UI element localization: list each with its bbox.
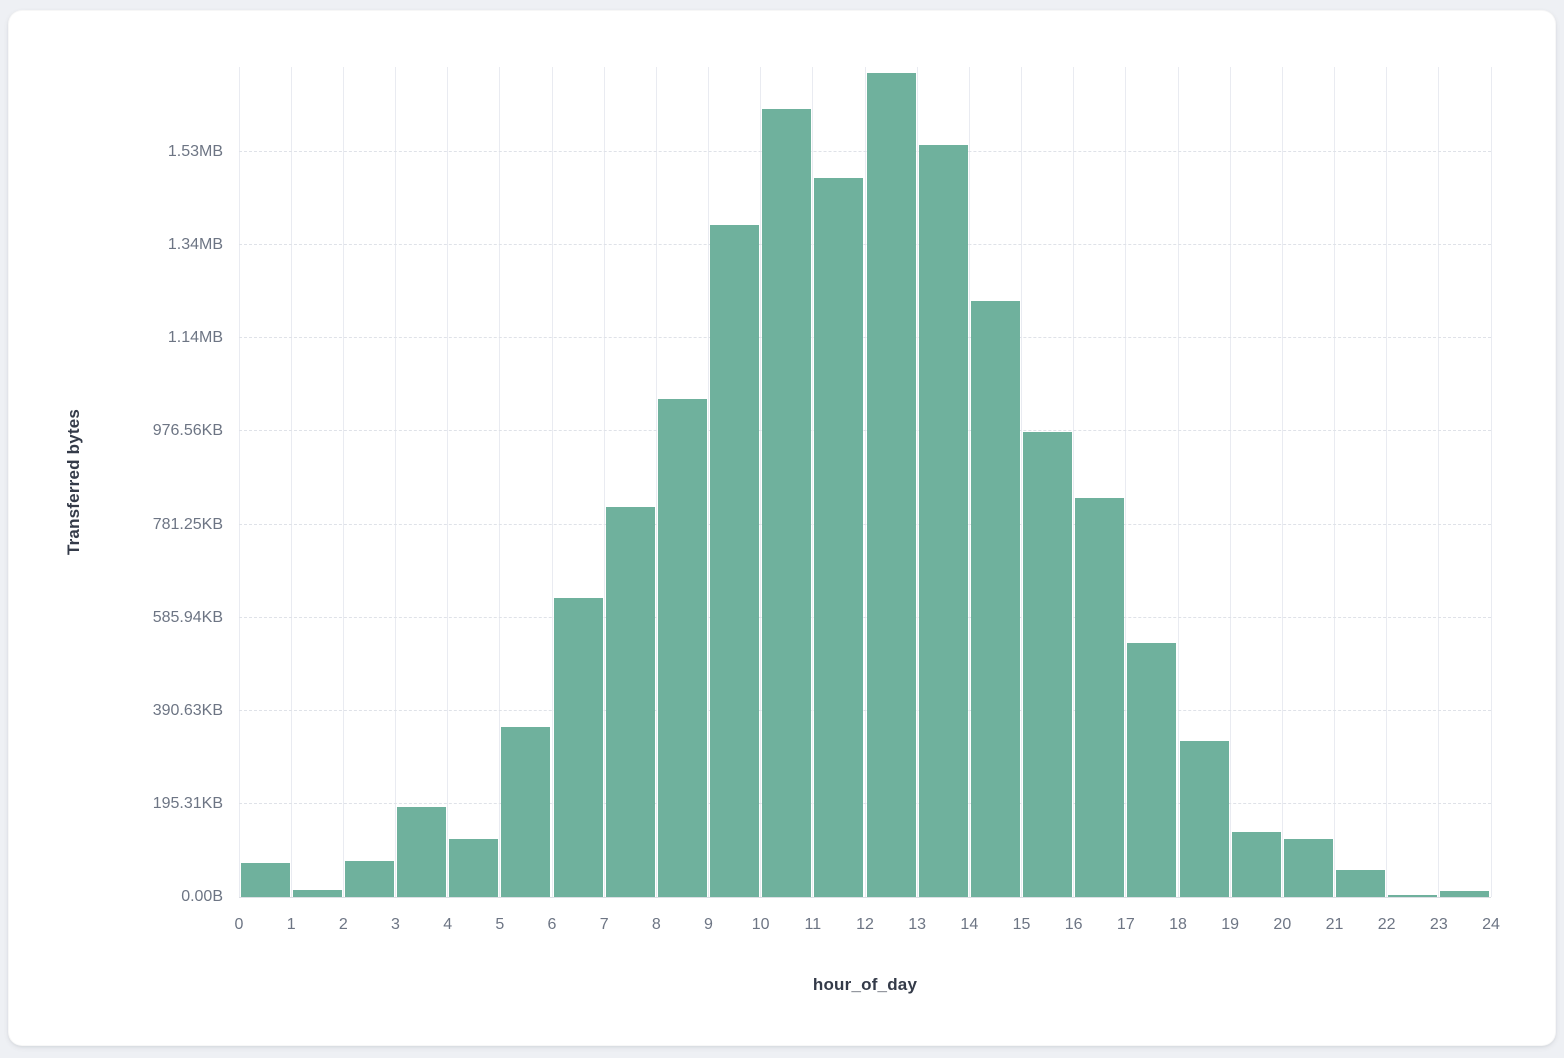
y-tick-label: 0.00B	[181, 888, 223, 905]
x-tick-label: 14	[960, 916, 979, 933]
grid-vline	[1177, 67, 1179, 897]
chart-card: Transferred bytes 0.00B 195.31KB 390.63KB 5…	[8, 10, 1556, 1046]
x-tick-label: 16	[1064, 916, 1083, 933]
bar-hour-17[interactable]	[1127, 642, 1177, 897]
y-axis-title: Transferred bytes	[64, 408, 83, 556]
x-tick-label: 11	[804, 916, 822, 933]
bar-hour-9[interactable]	[710, 224, 760, 897]
grid-hline	[239, 523, 1491, 525]
bar-hour-1[interactable]	[292, 889, 342, 897]
grid-vline	[1229, 67, 1231, 897]
grid-vline	[1073, 67, 1075, 897]
grid-vline	[1021, 67, 1022, 897]
grid-hline	[239, 709, 1491, 711]
x-tick-label: 24	[1482, 916, 1500, 933]
x-tick-label: 13	[908, 916, 927, 933]
x-axis-title: hour_of_day	[812, 975, 918, 994]
bar-hour-22[interactable]	[1388, 895, 1438, 897]
x-tick-label: 1	[286, 916, 296, 933]
x-tick-label: 20	[1273, 916, 1292, 933]
grid-hline	[239, 430, 1491, 432]
grid-hline	[239, 802, 1491, 804]
bar-hour-15[interactable]	[1023, 431, 1073, 897]
bar-hour-20[interactable]	[1283, 839, 1333, 897]
y-tick-label: 976.56KB	[152, 422, 223, 440]
grid-hline	[239, 616, 1491, 618]
bar-hour-11[interactable]	[814, 177, 864, 897]
x-tick-label: 8	[651, 916, 661, 933]
bar-hour-12[interactable]	[866, 72, 916, 897]
grid-vline	[760, 67, 762, 897]
x-tick-label: 5	[495, 916, 505, 933]
x-tick-label: 15	[1012, 916, 1031, 933]
x-tick-label: 0	[234, 916, 244, 933]
x-tick-label: 19	[1221, 916, 1240, 933]
x-tick-label: 23	[1429, 916, 1448, 933]
bar-hour-14[interactable]	[970, 300, 1020, 897]
grid-vline	[655, 67, 657, 897]
y-tick-label: 585.94KB	[152, 608, 223, 626]
grid-vline	[1438, 67, 1440, 897]
bar-hour-4[interactable]	[449, 839, 499, 897]
bar-hour-16[interactable]	[1075, 497, 1125, 897]
bar-hour-18[interactable]	[1179, 740, 1229, 897]
grid-vline	[395, 67, 396, 897]
grid-vline	[1334, 67, 1335, 897]
bar-hour-7[interactable]	[605, 506, 655, 897]
grid-vline	[1281, 67, 1283, 897]
x-tick-label: 6	[547, 916, 557, 933]
grid-vline	[1490, 67, 1492, 897]
y-tick-label: 195.31KB	[152, 794, 223, 812]
grid-vline	[812, 67, 814, 897]
bar-hour-8[interactable]	[657, 398, 707, 897]
grid-vline	[551, 67, 553, 897]
bar-hour-0[interactable]	[240, 863, 290, 897]
grid-vline	[499, 67, 501, 897]
grid-vline	[708, 67, 709, 897]
grid-vline	[1386, 67, 1388, 897]
y-tick-label: 1.14MB	[167, 329, 223, 347]
bar-hour-23[interactable]	[1440, 890, 1490, 897]
y-tick-label: 1.34MB	[167, 236, 223, 254]
grid-vline	[447, 67, 449, 897]
x-tick-label: 18	[1169, 916, 1187, 933]
bar-hour-21[interactable]	[1336, 870, 1386, 897]
bar-hour-5[interactable]	[501, 726, 551, 897]
grid-vline	[864, 67, 866, 897]
grid-vline	[603, 67, 605, 897]
x-tick-label: 2	[338, 916, 348, 933]
x-tick-label: 7	[599, 916, 609, 933]
grid-vline	[1125, 67, 1127, 897]
grid-hline	[239, 244, 1491, 246]
grid-vline	[238, 67, 240, 897]
x-tick-label: 4	[443, 916, 453, 933]
bar-hour-19[interactable]	[1231, 831, 1281, 897]
grid-vline	[916, 67, 918, 897]
bar-hour-10[interactable]	[762, 109, 812, 897]
plot-area	[238, 67, 1492, 898]
x-tick-label: 3	[391, 916, 400, 933]
bar-hour-3[interactable]	[397, 806, 447, 897]
grid-hline	[239, 337, 1491, 339]
x-tick-label: 22	[1377, 916, 1396, 933]
grid-vline	[290, 67, 292, 897]
x-tick-label: 12	[856, 916, 874, 933]
x-tick-label: 9	[704, 916, 713, 933]
x-tick-label: 10	[751, 916, 770, 933]
bar-hour-13[interactable]	[918, 145, 968, 897]
y-tick-label: 781.25KB	[152, 515, 223, 533]
y-tick-label: 390.63KB	[152, 701, 223, 719]
bar-hour-2[interactable]	[344, 860, 394, 897]
x-tick-label: 21	[1325, 916, 1344, 933]
grid-vline	[968, 67, 970, 897]
bar-hour-6[interactable]	[553, 597, 603, 897]
x-tick-label: 17	[1116, 916, 1135, 933]
y-tick-label: 1.53MB	[167, 143, 223, 160]
grid-vline	[342, 67, 344, 897]
grid-hline	[239, 151, 1491, 153]
